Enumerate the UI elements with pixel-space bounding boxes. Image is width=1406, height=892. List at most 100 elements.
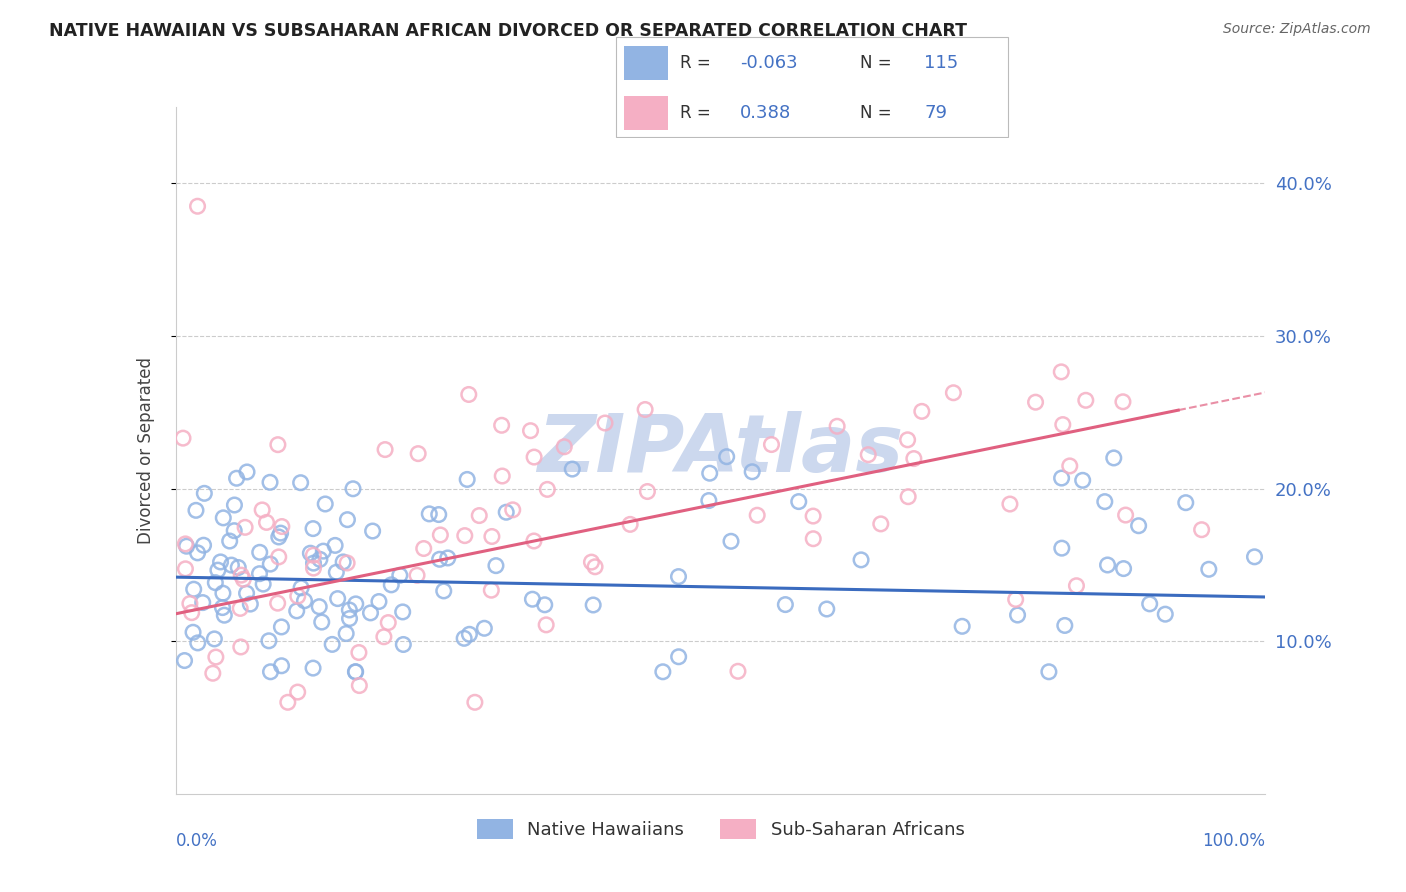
Point <box>433 583 456 598</box>
Point <box>1115 508 1137 522</box>
Point <box>491 418 513 433</box>
Point <box>257 633 280 648</box>
Point <box>344 665 367 679</box>
Point <box>229 601 252 615</box>
Point <box>174 537 197 551</box>
Point <box>1074 393 1097 408</box>
Point <box>191 596 214 610</box>
Text: NATIVE HAWAIIAN VS SUBSAHARAN AFRICAN DIVORCED OR SEPARATED CORRELATION CHART: NATIVE HAWAIIAN VS SUBSAHARAN AFRICAN DI… <box>49 22 967 40</box>
Point <box>176 539 198 553</box>
Point <box>911 404 934 418</box>
Point <box>787 494 810 508</box>
Point <box>418 507 440 521</box>
Point <box>523 450 546 464</box>
Point <box>339 611 361 625</box>
Point <box>302 556 325 570</box>
Point <box>427 508 450 522</box>
Point <box>374 442 396 457</box>
Point <box>534 618 557 632</box>
Text: 100.0%: 100.0% <box>1202 831 1265 850</box>
Point <box>533 598 555 612</box>
Point <box>309 552 332 566</box>
Point <box>429 528 451 542</box>
Point <box>277 695 299 709</box>
Point <box>1128 518 1150 533</box>
Point <box>337 603 360 617</box>
Point <box>344 597 367 611</box>
Point <box>311 615 333 629</box>
Point <box>897 433 920 447</box>
Point <box>869 516 891 531</box>
Point <box>464 695 486 709</box>
Point <box>429 552 451 566</box>
Point <box>323 538 346 552</box>
Point <box>287 589 309 603</box>
Point <box>226 560 249 574</box>
Point <box>454 528 477 542</box>
Point <box>741 465 763 479</box>
Point <box>699 467 721 481</box>
Point <box>174 562 197 576</box>
Point <box>1139 597 1161 611</box>
Point <box>491 469 513 483</box>
Point <box>184 503 207 517</box>
Point <box>186 199 209 213</box>
Point <box>561 462 583 476</box>
Text: 79: 79 <box>924 103 948 121</box>
Point <box>1050 365 1073 379</box>
Point <box>1059 458 1081 473</box>
Point <box>193 486 215 500</box>
Point <box>458 627 481 641</box>
Point <box>380 578 402 592</box>
Point <box>1066 579 1088 593</box>
Point <box>368 594 391 608</box>
Point <box>849 553 872 567</box>
Point <box>801 532 824 546</box>
Point <box>1094 494 1116 508</box>
Point <box>360 606 382 620</box>
Point <box>332 555 354 569</box>
Point <box>344 665 367 679</box>
Point <box>582 598 605 612</box>
Point <box>472 621 495 635</box>
Point <box>312 544 335 558</box>
Point <box>727 665 749 679</box>
Point <box>1243 549 1265 564</box>
Point <box>373 630 395 644</box>
Point <box>391 605 413 619</box>
Point <box>321 637 343 651</box>
Point <box>502 503 524 517</box>
Bar <box>624 96 668 130</box>
Point <box>207 563 229 577</box>
Point <box>903 451 925 466</box>
Point <box>267 530 290 544</box>
Point <box>1038 665 1060 679</box>
Point <box>523 533 546 548</box>
Point <box>1174 496 1197 510</box>
Point <box>193 538 215 552</box>
Point <box>942 385 965 400</box>
Point <box>747 508 769 523</box>
Point <box>553 440 575 454</box>
Point <box>485 558 508 573</box>
Point <box>287 685 309 699</box>
Point <box>1025 395 1047 409</box>
Point <box>761 437 783 451</box>
Point <box>1071 473 1094 487</box>
Point <box>285 604 308 618</box>
Point <box>412 541 434 556</box>
Point <box>815 602 838 616</box>
Point <box>479 583 502 598</box>
Bar <box>624 45 668 79</box>
Point <box>180 606 202 620</box>
Point <box>897 490 920 504</box>
Point <box>1050 471 1073 485</box>
Point <box>716 450 738 464</box>
Point <box>212 586 235 600</box>
Point <box>224 498 246 512</box>
Point <box>259 475 281 490</box>
Point <box>229 640 252 654</box>
Point <box>801 509 824 524</box>
Point <box>250 503 273 517</box>
Point <box>697 493 720 508</box>
